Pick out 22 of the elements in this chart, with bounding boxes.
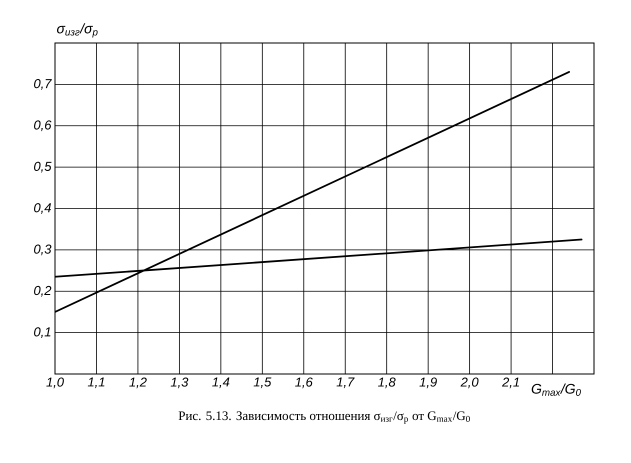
y-tick-label: 0,1 — [34, 327, 50, 338]
x-tick-label: 1,8 — [378, 378, 396, 388]
text: Рис. 5.13. Зависимость отношения σ$_{изг}$/σ$_{р}$ от G$_{max}$/G$_{0}$ — [178, 411, 470, 424]
x-tick-label: 1,3 — [170, 378, 188, 388]
y-tick-label: 0,7 — [34, 79, 52, 90]
x-tick-label: 1,0 — [46, 378, 64, 388]
y-tick-label: 0,4 — [34, 203, 51, 214]
y-tick-label: 0,2 — [34, 286, 52, 297]
y-tick-label: 0,3 — [34, 244, 52, 256]
y-axis-title: σ$_{изг}$/σ$_{р}$ — [56, 23, 98, 38]
x-tick-label: 1,2 — [129, 378, 147, 388]
x-tick-label: 1,5 — [254, 378, 272, 388]
x-tick-label: 2,1 — [502, 378, 519, 388]
x-tick-label: 1,6 — [295, 378, 313, 388]
x-tick-label: 1,1 — [88, 378, 104, 388]
x-tick-label: 1,7 — [336, 378, 355, 388]
y-tick-label: 0,5 — [34, 162, 52, 172]
x-tick-label: 2,0 — [460, 378, 479, 388]
x-tick-label: 1,9 — [419, 378, 437, 388]
x-axis-title: G$_{max}$/G$_{0}$ — [532, 383, 581, 396]
x-tick-label: 1,4 — [212, 378, 230, 388]
y-tick-label: 0,6 — [34, 120, 52, 132]
